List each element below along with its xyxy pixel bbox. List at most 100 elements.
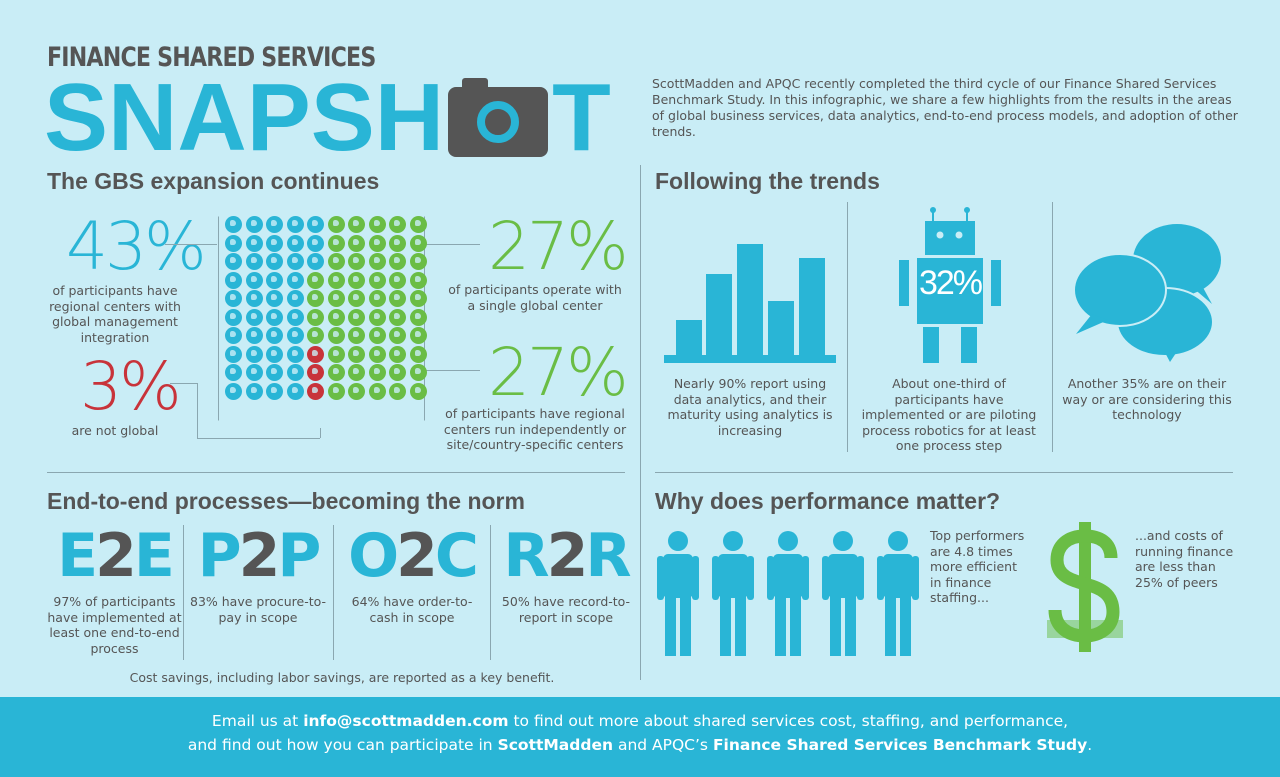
email-link[interactable]: info@scottmadden.com — [303, 712, 509, 730]
globe-icon — [245, 308, 263, 326]
e2e-heading: End-to-end processes—becoming the norm — [47, 488, 525, 514]
intro-text: ScottMadden and APQC recently completed … — [652, 76, 1238, 139]
divider — [1052, 202, 1053, 452]
globe-icon — [225, 216, 242, 233]
connector — [425, 244, 480, 245]
performance-heading: Why does performance matter? — [655, 488, 1001, 514]
globe-icon — [368, 216, 386, 233]
globe-icon — [409, 327, 427, 344]
globe-icon — [307, 271, 324, 289]
footer-text: Email us at — [211, 712, 304, 730]
center-divider — [640, 165, 641, 680]
globe-icon — [245, 290, 263, 307]
globe-icon — [327, 253, 345, 270]
process-abbr: R2R — [496, 526, 636, 586]
globe-icon — [266, 327, 283, 344]
globe-icon — [348, 253, 365, 270]
camera-icon — [448, 78, 549, 157]
robot-icon — [899, 207, 1001, 363]
stat-not-global-value: 3% — [80, 348, 182, 425]
abbr-letter: O — [348, 521, 399, 591]
globe-icon — [409, 216, 427, 233]
globe-icon — [327, 345, 345, 363]
title-right: T — [552, 64, 611, 171]
right-divider — [655, 472, 1233, 473]
globe-icon — [389, 345, 406, 363]
stat-regional-text: of participants have regional centers wi… — [49, 283, 181, 345]
globe-icon — [245, 345, 263, 363]
abbr-letter: R — [585, 521, 631, 591]
globe-icon — [225, 364, 242, 381]
globe-icon — [225, 234, 242, 252]
globe-icon — [389, 290, 406, 307]
globe-icon — [286, 382, 304, 400]
globe-icon — [286, 364, 304, 381]
globe-icon — [286, 290, 304, 307]
globe-icon — [327, 382, 345, 400]
stat-independent-text: of participants have regional centers ru… — [443, 406, 627, 452]
stat-independent-value: 27% — [488, 334, 629, 411]
divider — [847, 202, 848, 452]
globe-icon — [389, 216, 406, 233]
globe-icon — [307, 327, 324, 344]
process-column: R2R 50% have record-to-report in scope — [496, 526, 636, 625]
globe-icon — [368, 271, 386, 289]
trend-considering-text: Another 35% are on their way or are cons… — [1062, 376, 1232, 422]
globe-icon — [409, 308, 427, 326]
globe-icon — [409, 271, 427, 289]
person-icon — [657, 531, 699, 656]
globe-icon — [327, 364, 345, 381]
person-icon — [877, 531, 919, 656]
connector — [197, 438, 320, 439]
globe-icon — [368, 345, 386, 363]
abbr-two: 2 — [396, 521, 438, 591]
globe-icon — [225, 327, 242, 344]
globe-icon — [409, 345, 427, 363]
connector — [320, 428, 321, 438]
process-text: 50% have record-to-report in scope — [501, 594, 631, 625]
globe-icon — [389, 234, 406, 252]
globe-icon — [245, 216, 263, 233]
globe-icon — [409, 364, 427, 381]
globe-icon — [266, 345, 283, 363]
globe-icon — [348, 290, 365, 307]
connector — [425, 370, 480, 371]
globe-icon — [307, 234, 324, 252]
cost-savings-note: Cost savings, including labor savings, a… — [129, 670, 555, 685]
footer-line-1: Email us at info@scottmadden.com to find… — [0, 709, 1280, 733]
globe-icon — [266, 382, 283, 400]
footer-text: to find out more about shared services c… — [508, 712, 1069, 730]
globe-icon — [327, 327, 345, 344]
globe-icon — [245, 234, 263, 252]
globe-icon — [286, 234, 304, 252]
globe-icon — [348, 327, 365, 344]
connector — [197, 383, 198, 438]
globe-icon — [368, 308, 386, 326]
abbr-letter: P — [277, 521, 321, 591]
globe-icon — [286, 253, 304, 270]
abbr-two: 2 — [546, 521, 589, 591]
dollar-icon — [1047, 522, 1123, 652]
process-text: 97% of participants have implemented at … — [47, 594, 182, 656]
page-title: SNAPSH T — [44, 70, 611, 166]
globe-icon — [266, 216, 283, 233]
globe-icon — [409, 253, 427, 270]
globe-icon — [307, 308, 324, 326]
globe-icon — [266, 253, 283, 270]
footer-line-2: and find out how you can participate in … — [0, 733, 1280, 757]
globe-icon — [368, 234, 386, 252]
connector — [165, 244, 217, 245]
brand-name: ScottMadden — [497, 736, 614, 754]
globe-icon — [389, 327, 406, 344]
abbr-letter: C — [434, 521, 479, 591]
globe-icon — [266, 308, 283, 326]
globe-icon — [286, 327, 304, 344]
globe-icon — [307, 290, 324, 307]
globe-icon — [286, 271, 304, 289]
globe-icon — [327, 308, 345, 326]
globe-icon — [327, 234, 345, 252]
person-icon — [822, 531, 864, 656]
globe-icon — [368, 382, 386, 400]
bar-chart-icon — [664, 244, 836, 363]
globe-icon — [245, 271, 263, 289]
